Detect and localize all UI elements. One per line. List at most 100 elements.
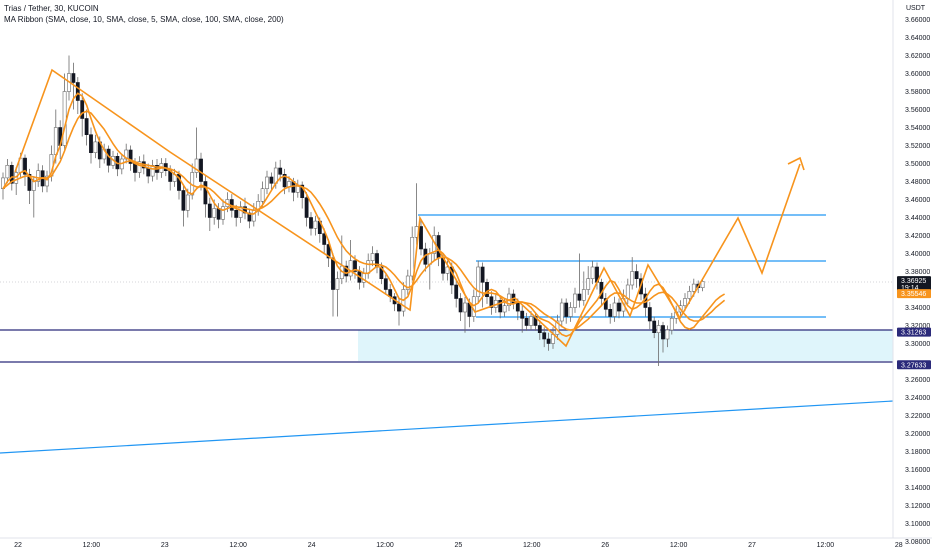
price-tag-countdown: 19:14 bbox=[901, 285, 919, 292]
candle bbox=[238, 201, 243, 223]
time-tick-label: 24 bbox=[308, 542, 316, 549]
candle-body-down bbox=[485, 281, 489, 297]
candle bbox=[84, 109, 89, 146]
price-tick-label: 3.22000 bbox=[905, 413, 930, 420]
candle bbox=[559, 298, 564, 328]
price-tag-ma: 3.35546 bbox=[897, 289, 931, 299]
candle-body-down bbox=[661, 325, 665, 340]
candle-body-down bbox=[304, 197, 309, 218]
candle bbox=[75, 77, 80, 114]
candle-body-down bbox=[300, 184, 305, 199]
candle bbox=[181, 185, 186, 227]
time-tick-label: 12:00 bbox=[523, 542, 541, 549]
candle bbox=[326, 239, 331, 267]
candle bbox=[128, 145, 133, 171]
candle-body-down bbox=[9, 165, 14, 184]
candle-body-up bbox=[656, 325, 661, 333]
candle bbox=[498, 296, 503, 319]
symbol-title: Trias / Tether, 30, KUCOIN bbox=[4, 4, 99, 13]
candle-body-down bbox=[546, 338, 551, 344]
price-tag-bg bbox=[897, 289, 931, 299]
candle-body-down bbox=[617, 302, 621, 312]
candle bbox=[700, 278, 705, 292]
candle-body-down bbox=[322, 233, 327, 245]
candle-body-up bbox=[586, 278, 591, 290]
candle-body-down bbox=[652, 320, 657, 333]
candle-body-down bbox=[537, 325, 542, 333]
price-tick-label: 3.08000 bbox=[905, 539, 930, 546]
candle bbox=[93, 134, 98, 159]
candle-body-up bbox=[410, 237, 415, 277]
candle bbox=[379, 262, 384, 285]
price-tag-label: 3.31263 bbox=[901, 330, 926, 337]
time-tick-label: 12:00 bbox=[376, 542, 394, 549]
candle bbox=[546, 332, 551, 351]
candle bbox=[652, 316, 657, 339]
candle bbox=[454, 278, 459, 308]
candle bbox=[300, 181, 305, 209]
candle bbox=[568, 302, 573, 322]
candle bbox=[608, 303, 613, 324]
candle bbox=[458, 293, 463, 321]
candle-body-down bbox=[454, 284, 459, 299]
candle-body-up bbox=[612, 302, 617, 317]
candle-body-up bbox=[194, 158, 199, 173]
candle-body-up bbox=[14, 172, 19, 184]
time-tick-label: 27 bbox=[748, 542, 756, 549]
candle bbox=[405, 269, 410, 295]
price-tick-label: 3.52000 bbox=[905, 143, 930, 150]
candle-body-up bbox=[502, 305, 507, 313]
candle-body-up bbox=[625, 284, 630, 299]
candle bbox=[5, 159, 10, 184]
candle-body-up bbox=[529, 316, 533, 326]
candle-body-down bbox=[247, 212, 252, 222]
candle-body-up bbox=[31, 181, 36, 191]
candle bbox=[313, 215, 318, 236]
candle-body-down bbox=[207, 203, 212, 218]
price-tick-label: 3.58000 bbox=[905, 89, 930, 96]
candle-body-down bbox=[243, 206, 247, 214]
candle-body-up bbox=[630, 271, 635, 286]
candle bbox=[89, 127, 93, 164]
candle-body-up bbox=[335, 278, 340, 290]
candle bbox=[36, 163, 41, 187]
candle-body-up bbox=[265, 176, 269, 189]
candle bbox=[80, 93, 85, 137]
price-axis[interactable] bbox=[893, 0, 932, 550]
candle bbox=[27, 168, 32, 204]
candle-body-up bbox=[445, 266, 450, 274]
candle bbox=[665, 325, 670, 348]
time-tick-label: 12:00 bbox=[817, 542, 835, 549]
candle-body-down bbox=[326, 244, 331, 259]
candle bbox=[581, 271, 586, 306]
candle-body-up bbox=[5, 165, 10, 179]
candle bbox=[322, 228, 327, 254]
candle-body-down bbox=[27, 174, 32, 191]
candle-body-down bbox=[234, 210, 239, 218]
candle bbox=[282, 168, 287, 195]
candle-body-up bbox=[53, 127, 58, 155]
candle-body-down bbox=[309, 217, 313, 229]
candle-body-down bbox=[498, 299, 503, 313]
candle-body-down bbox=[353, 260, 357, 272]
candle bbox=[45, 170, 49, 193]
time-tick-label: 26 bbox=[601, 542, 609, 549]
candle bbox=[137, 156, 142, 178]
candle bbox=[476, 260, 481, 303]
time-tick-label: 12:00 bbox=[229, 542, 247, 549]
candle-body-up bbox=[370, 253, 375, 261]
candle bbox=[265, 170, 269, 195]
candle-body-up bbox=[45, 175, 49, 187]
candle-body-down bbox=[23, 157, 27, 175]
candle bbox=[529, 311, 533, 330]
price-tick-label: 3.62000 bbox=[905, 53, 930, 60]
price-tag-label: 3.35546 bbox=[901, 291, 926, 298]
price-tick-label: 3.32000 bbox=[905, 323, 930, 330]
candle bbox=[463, 296, 467, 333]
candle bbox=[370, 246, 375, 267]
candle bbox=[661, 321, 665, 353]
candle bbox=[603, 293, 608, 317]
ma-ribbon-slow bbox=[2, 110, 726, 331]
